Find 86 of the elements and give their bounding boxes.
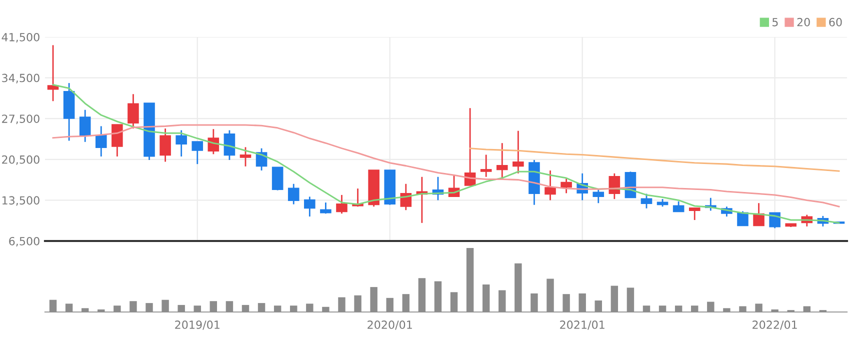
candlestick bbox=[737, 210, 748, 226]
bar bbox=[658, 306, 666, 312]
y-tick-label: 34,500 bbox=[2, 74, 40, 84]
bar bbox=[49, 300, 57, 312]
candlestick bbox=[112, 124, 123, 158]
candlestick bbox=[769, 212, 780, 229]
y-tick-label: 27,500 bbox=[2, 114, 40, 124]
legend-label: 60 bbox=[829, 18, 842, 26]
candlestick bbox=[592, 188, 604, 204]
y-tick-label: 13,500 bbox=[2, 196, 40, 206]
candlestick bbox=[336, 194, 348, 214]
bar bbox=[578, 293, 586, 312]
bar bbox=[755, 304, 762, 312]
bar bbox=[162, 300, 169, 312]
y-tick-label: 41,500 bbox=[2, 32, 40, 43]
bar bbox=[466, 248, 474, 312]
bar bbox=[450, 292, 458, 312]
bar bbox=[530, 293, 538, 312]
bar bbox=[178, 304, 185, 312]
candlestick bbox=[272, 166, 284, 191]
bar bbox=[418, 278, 426, 312]
bar bbox=[771, 309, 778, 312]
y-tick-label: 20,500 bbox=[2, 155, 40, 165]
x-tick-label: 2019/01 bbox=[175, 320, 220, 330]
x-tick-label: 2020/01 bbox=[368, 320, 412, 330]
bar bbox=[370, 287, 378, 312]
bar bbox=[434, 281, 442, 312]
y-tick-label: 6,500 bbox=[9, 236, 40, 247]
bar bbox=[498, 290, 506, 312]
bar bbox=[98, 309, 105, 312]
candlestick bbox=[496, 142, 508, 180]
x-tick-label: 2021/01 bbox=[560, 320, 604, 330]
bar bbox=[482, 284, 490, 312]
bar bbox=[65, 304, 73, 312]
bar bbox=[210, 301, 218, 312]
bar bbox=[626, 288, 634, 312]
bar bbox=[594, 300, 602, 312]
candlestick bbox=[224, 130, 236, 161]
candlestick bbox=[176, 130, 187, 158]
candlestick bbox=[192, 141, 204, 165]
bar bbox=[322, 306, 330, 312]
bar bbox=[642, 306, 650, 312]
bar bbox=[691, 306, 698, 312]
bar bbox=[386, 298, 394, 312]
bar bbox=[130, 301, 137, 312]
candlestick bbox=[79, 109, 91, 143]
bar bbox=[674, 306, 682, 312]
candlestick bbox=[512, 130, 524, 174]
bar bbox=[546, 278, 554, 312]
bar bbox=[354, 295, 362, 312]
bar bbox=[290, 306, 298, 312]
bar bbox=[402, 294, 410, 312]
bar bbox=[803, 306, 811, 312]
bar bbox=[514, 263, 522, 312]
bar bbox=[226, 301, 234, 312]
candlestick bbox=[304, 196, 316, 218]
x-tick-label: 2022/01 bbox=[752, 320, 797, 330]
bar bbox=[81, 308, 89, 312]
bar bbox=[258, 303, 266, 312]
bar bbox=[739, 306, 746, 312]
bar bbox=[707, 302, 714, 312]
candlestick bbox=[688, 207, 700, 221]
bar bbox=[146, 303, 153, 312]
candlestick bbox=[560, 178, 572, 194]
bar bbox=[610, 286, 618, 312]
bar bbox=[114, 306, 121, 312]
candlestick bbox=[753, 202, 764, 226]
bar bbox=[274, 306, 282, 312]
bar bbox=[306, 304, 314, 312]
candlestick bbox=[672, 200, 684, 212]
candlestick bbox=[544, 170, 556, 201]
candlestick bbox=[128, 93, 139, 130]
legend-label: 20 bbox=[797, 18, 810, 26]
bar bbox=[194, 306, 201, 312]
line-series bbox=[469, 148, 840, 172]
bar bbox=[242, 304, 250, 312]
candlestick bbox=[95, 125, 107, 158]
candlestick bbox=[480, 154, 492, 178]
bar bbox=[723, 308, 730, 312]
bar bbox=[562, 294, 570, 312]
candlestick bbox=[640, 193, 652, 210]
candlestick bbox=[160, 128, 171, 162]
candlestick bbox=[240, 146, 252, 168]
legend-label: 5 bbox=[772, 18, 778, 26]
bar bbox=[338, 297, 346, 312]
candlestick bbox=[288, 183, 300, 205]
